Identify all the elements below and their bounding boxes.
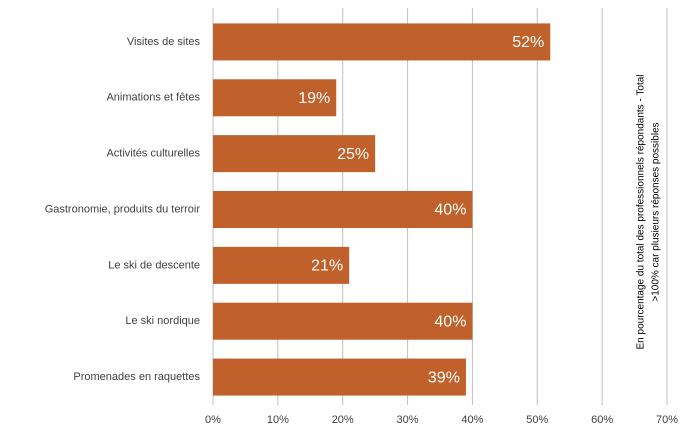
annotation: >100% car plusieurs réponses possibles <box>651 122 662 301</box>
bar <box>213 23 551 61</box>
x-tick-label: 50% <box>526 414 548 426</box>
y-tick-label: Visites de sites <box>127 36 201 48</box>
value-label: 19% <box>298 90 330 107</box>
bar <box>213 135 376 173</box>
value-label: 40% <box>434 202 466 219</box>
x-tick-label: 70% <box>656 414 678 426</box>
bar <box>213 358 466 396</box>
y-tick-label: Activités culturelles <box>106 148 200 160</box>
y-tick-label: Gastronomie, produits du terroir <box>45 203 201 215</box>
value-label: 21% <box>311 258 343 275</box>
annotation: En pourcentage du total des professionne… <box>636 75 647 350</box>
value-label: 52% <box>512 34 544 51</box>
bar <box>213 79 337 117</box>
bar <box>213 246 350 284</box>
x-tick-label: 10% <box>267 414 289 426</box>
x-tick-label: 40% <box>461 414 483 426</box>
x-tick-label: 0% <box>205 414 221 426</box>
bar <box>213 191 473 228</box>
value-label: 39% <box>428 369 460 386</box>
y-tick-label: Animations et fêtes <box>106 92 200 104</box>
x-tick-label: 30% <box>397 414 419 426</box>
bar <box>213 302 473 340</box>
value-label: 25% <box>337 146 369 163</box>
x-tick-label: 20% <box>332 414 354 426</box>
value-label: 40% <box>434 313 466 330</box>
y-tick-label: Le ski nordique <box>125 315 200 327</box>
y-tick-label: Promenades en raquettes <box>73 371 200 383</box>
y-tick-label: Le ski de descente <box>108 259 200 271</box>
x-tick-label: 60% <box>591 414 613 426</box>
